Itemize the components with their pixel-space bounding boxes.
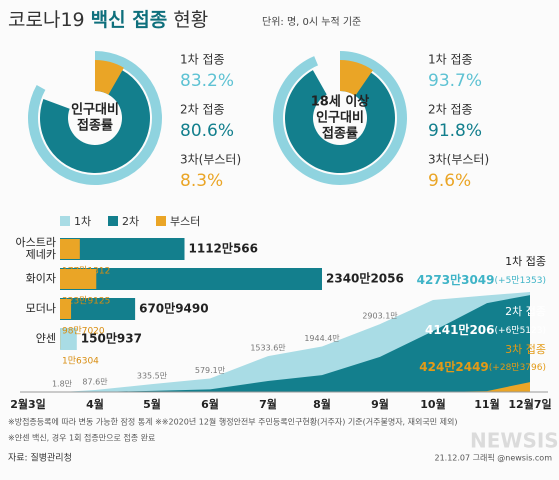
point-label: 1.8만	[52, 379, 73, 388]
point-label: 1944.4만	[304, 334, 340, 343]
bar-value-label: 1112만566	[189, 241, 259, 256]
value-label: 9.6%	[428, 171, 471, 191]
legend-label: 3차(부스터)	[428, 153, 489, 167]
x-tick-label: 8월	[313, 397, 331, 411]
increase-label: (+5만1353)	[495, 275, 546, 286]
bar	[60, 238, 185, 260]
value-label: 91.8%	[428, 121, 482, 141]
point-label: 87.6만	[82, 377, 108, 386]
unit-note: 단위: 명, 0시 누적 기준	[262, 15, 361, 28]
center-label: 인구대비	[71, 102, 119, 118]
donut-arc	[340, 60, 373, 96]
legend-swatch	[108, 216, 118, 226]
bar	[60, 328, 77, 350]
center-label: 접종률	[322, 126, 358, 142]
value-label: 80.6%	[180, 121, 234, 141]
final-value: 424만2449(+28만3796)	[419, 359, 546, 374]
bar	[60, 299, 72, 319]
center-label: 인구대비	[316, 110, 364, 126]
donut-arc	[95, 60, 124, 95]
x-tick-label: 7월	[259, 397, 277, 411]
legend-swatch	[60, 216, 70, 226]
bar-value-label: 2340만2056	[326, 271, 404, 286]
category-label: 모더나	[25, 302, 56, 315]
point-label: 579.1만	[195, 366, 226, 375]
donut-hole	[314, 92, 366, 144]
point-label: 2903.1만	[362, 312, 398, 321]
center-label: 18세 이상	[311, 94, 370, 110]
footnote: ※방접종등록에 따라 변동 가능한 잠정 통계 ※※2020년 12월 행정안전…	[8, 417, 457, 427]
bar	[60, 298, 136, 320]
center-label: 접종률	[77, 118, 113, 134]
title-bold: 백신 접종	[91, 9, 168, 31]
final-value-label: 4273만3049	[417, 272, 495, 287]
legend-label: 1차 접종	[180, 53, 225, 67]
legend-label: 1차	[74, 215, 91, 228]
legend-swatch	[156, 216, 166, 226]
final-value-label: 424만2449	[419, 359, 489, 374]
increase-label: (+6만5123)	[495, 325, 546, 336]
donut-hole	[69, 92, 121, 144]
category-label: 아스트라 제네카	[15, 236, 56, 261]
value-label: 93.7%	[428, 71, 482, 91]
legend-label: 부스터	[170, 215, 200, 228]
final-value-label: 4141만206	[425, 322, 495, 337]
bar-value-label: 1만6304	[62, 356, 99, 367]
x-tick-label: 6월	[201, 397, 219, 411]
title: 코로나19 백신 접종 현황	[8, 9, 208, 31]
legend-label: 1차 접종	[428, 53, 473, 67]
area	[28, 295, 530, 392]
credit: 21.12.07 그래픽 @newsis.com	[434, 453, 552, 463]
final-value: 4141만206(+6만5123)	[425, 322, 546, 337]
title-suffix: 현황	[173, 9, 208, 31]
x-tick-label: 10월	[420, 397, 445, 411]
title-prefix: 코로나19	[8, 9, 85, 31]
bar	[60, 239, 80, 259]
x-tick-label: 5월	[143, 397, 161, 411]
annotation: 1차 접종	[505, 255, 546, 268]
annotation: 3차 접종	[505, 343, 546, 356]
donut-arc	[39, 63, 150, 174]
value-label: 83.2%	[180, 71, 234, 91]
legend-label: 2차	[122, 215, 139, 228]
x-tick-label: 9월	[371, 397, 389, 411]
bar-value-label: 150만937	[81, 331, 142, 346]
legend-label: 2차 접종	[180, 103, 225, 117]
x-tick-label: 4월	[86, 397, 104, 411]
x-tick-label: 11월	[474, 397, 499, 411]
x-tick-label: 2월3일	[10, 397, 46, 411]
final-value: 4273만3049(+5만1353)	[417, 272, 546, 287]
point-label: 1533.6만	[250, 344, 286, 353]
increase-label: (+28만3796)	[489, 362, 546, 373]
annotation: 2차 접종	[505, 305, 546, 318]
category-label: 얀센	[35, 332, 56, 345]
bar-value-label: 98만7020	[62, 326, 105, 337]
point-label: 335.5만	[137, 372, 168, 381]
watermark: NEWSIS	[470, 429, 559, 453]
bar-value-label: 323만9125	[62, 296, 110, 307]
bar	[60, 268, 322, 290]
footnote: ※얀센 백신, 경우 1회 접종만으로 접종 완료	[8, 433, 155, 443]
category-label: 화이자	[25, 272, 56, 285]
source: 자료: 질병관리청	[8, 452, 72, 464]
bar	[60, 269, 97, 289]
legend-label: 3차(부스터)	[180, 153, 241, 167]
value-label: 8.3%	[180, 171, 223, 191]
x-tick-label: 12월7일	[508, 397, 551, 411]
legend-label: 2차 접종	[428, 103, 473, 117]
donut-arc	[284, 63, 396, 173]
bar-value-label: 670만9490	[139, 301, 209, 316]
